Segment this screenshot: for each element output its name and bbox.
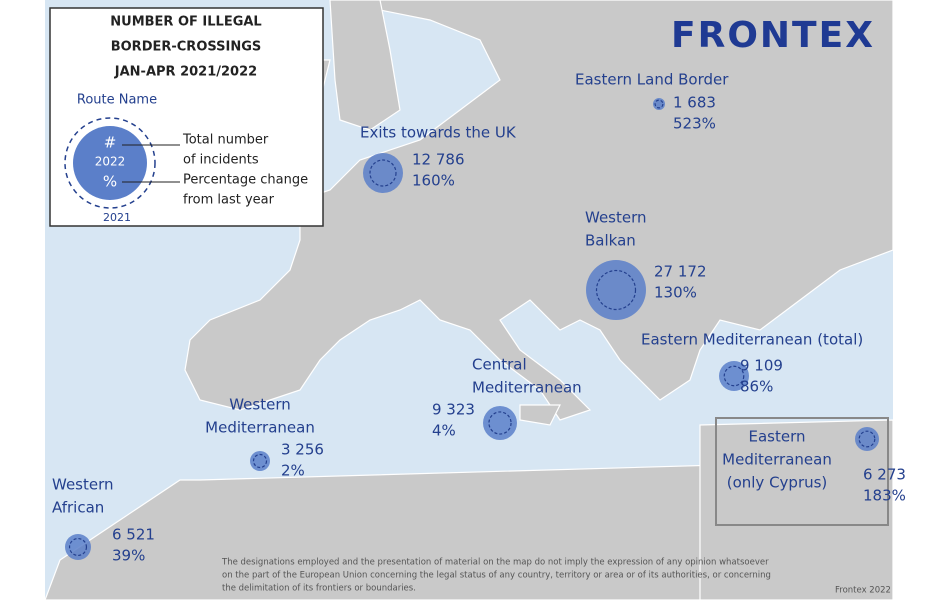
route-name: (only Cyprus): [727, 474, 828, 492]
route-bubble: [65, 534, 91, 560]
route-change: 4%: [432, 422, 456, 440]
legend-year: 2022: [95, 155, 126, 169]
route-name: Mediterranean: [205, 419, 315, 437]
route-bubble-previous: [68, 537, 88, 557]
route-bubble-previous: [252, 453, 268, 469]
legend-caption: from last year: [183, 193, 275, 208]
route-name: Exits towards the UK: [360, 124, 517, 142]
route-bubble-previous: [488, 411, 512, 435]
inset-frame: [715, 417, 889, 526]
route-bubble: [363, 153, 403, 193]
route-name: Eastern Mediterranean (total): [641, 331, 863, 349]
route-name: Central: [472, 356, 527, 374]
land: [44, 0, 894, 600]
route-change: 39%: [112, 547, 145, 565]
route-name: African: [52, 499, 104, 517]
disclaimer: on the part of the European Union concer…: [222, 571, 771, 581]
route-bubble-previous: [369, 159, 397, 187]
legend-value-symbol: #: [104, 134, 117, 152]
route-name: Western: [585, 209, 647, 227]
legend-year: 2021: [103, 211, 131, 224]
route-name: Western: [52, 476, 114, 494]
route-name: Eastern: [748, 428, 805, 446]
route-name: Mediterranean: [722, 451, 832, 469]
legend-route-name: Route Name: [77, 93, 157, 108]
route-bubble-previous: [723, 365, 745, 387]
route-value: 9 323: [432, 401, 475, 419]
route-value: 27 172: [654, 263, 707, 281]
brand-logo: FRONTEX: [671, 15, 875, 56]
legend-change-symbol: %: [103, 173, 117, 191]
route-change: 86%: [740, 378, 773, 396]
legend-caption: Percentage change: [183, 173, 308, 188]
route-change: 183%: [863, 487, 906, 505]
routes: Exits towards the UK 12 786 160% Eastern La…: [52, 71, 906, 565]
route-change: 523%: [673, 115, 716, 133]
legend: NUMBER OF ILLEGAL BORDER-CROSSINGS JAN-A…: [49, 7, 324, 227]
legend-title: JAN-APR 2021/2022: [114, 65, 257, 80]
route-bubble: [719, 361, 749, 391]
route-change: 130%: [654, 284, 697, 302]
legend-title: BORDER-CROSSINGS: [111, 40, 262, 55]
route-bubble: [855, 427, 879, 451]
route-value: 1 683: [673, 94, 716, 112]
route-name: Western: [229, 396, 291, 414]
route-value: 9 109: [740, 357, 783, 375]
disclaimer: The designations employed and the presen…: [221, 558, 769, 568]
route-bubble: [250, 451, 270, 471]
route-change: 160%: [412, 172, 455, 190]
route-value: 12 786: [412, 151, 465, 169]
route-name: Eastern Land Border: [575, 71, 729, 89]
legend-caption: Total number: [182, 133, 269, 148]
route-name: Mediterranean: [472, 379, 582, 397]
legend-title: NUMBER OF ILLEGAL: [110, 15, 261, 30]
route-name: Balkan: [585, 232, 636, 250]
route-value: 6 273: [863, 466, 906, 484]
route-value: 3 256: [281, 441, 324, 459]
route-bubble-previous: [858, 430, 876, 448]
route-bubble: [483, 406, 517, 440]
route-bubble-previous: [595, 269, 637, 311]
route-value: 6 521: [112, 526, 155, 544]
disclaimer: the delimitation of its frontiers or bou…: [222, 584, 416, 594]
legend-outer-circle: [64, 117, 156, 209]
route-bubble-previous: [654, 99, 664, 109]
legend-caption: of incidents: [183, 153, 259, 168]
route-change: 2%: [281, 462, 305, 480]
credit: Frontex 2022: [835, 586, 891, 596]
route-bubble: [586, 260, 646, 320]
